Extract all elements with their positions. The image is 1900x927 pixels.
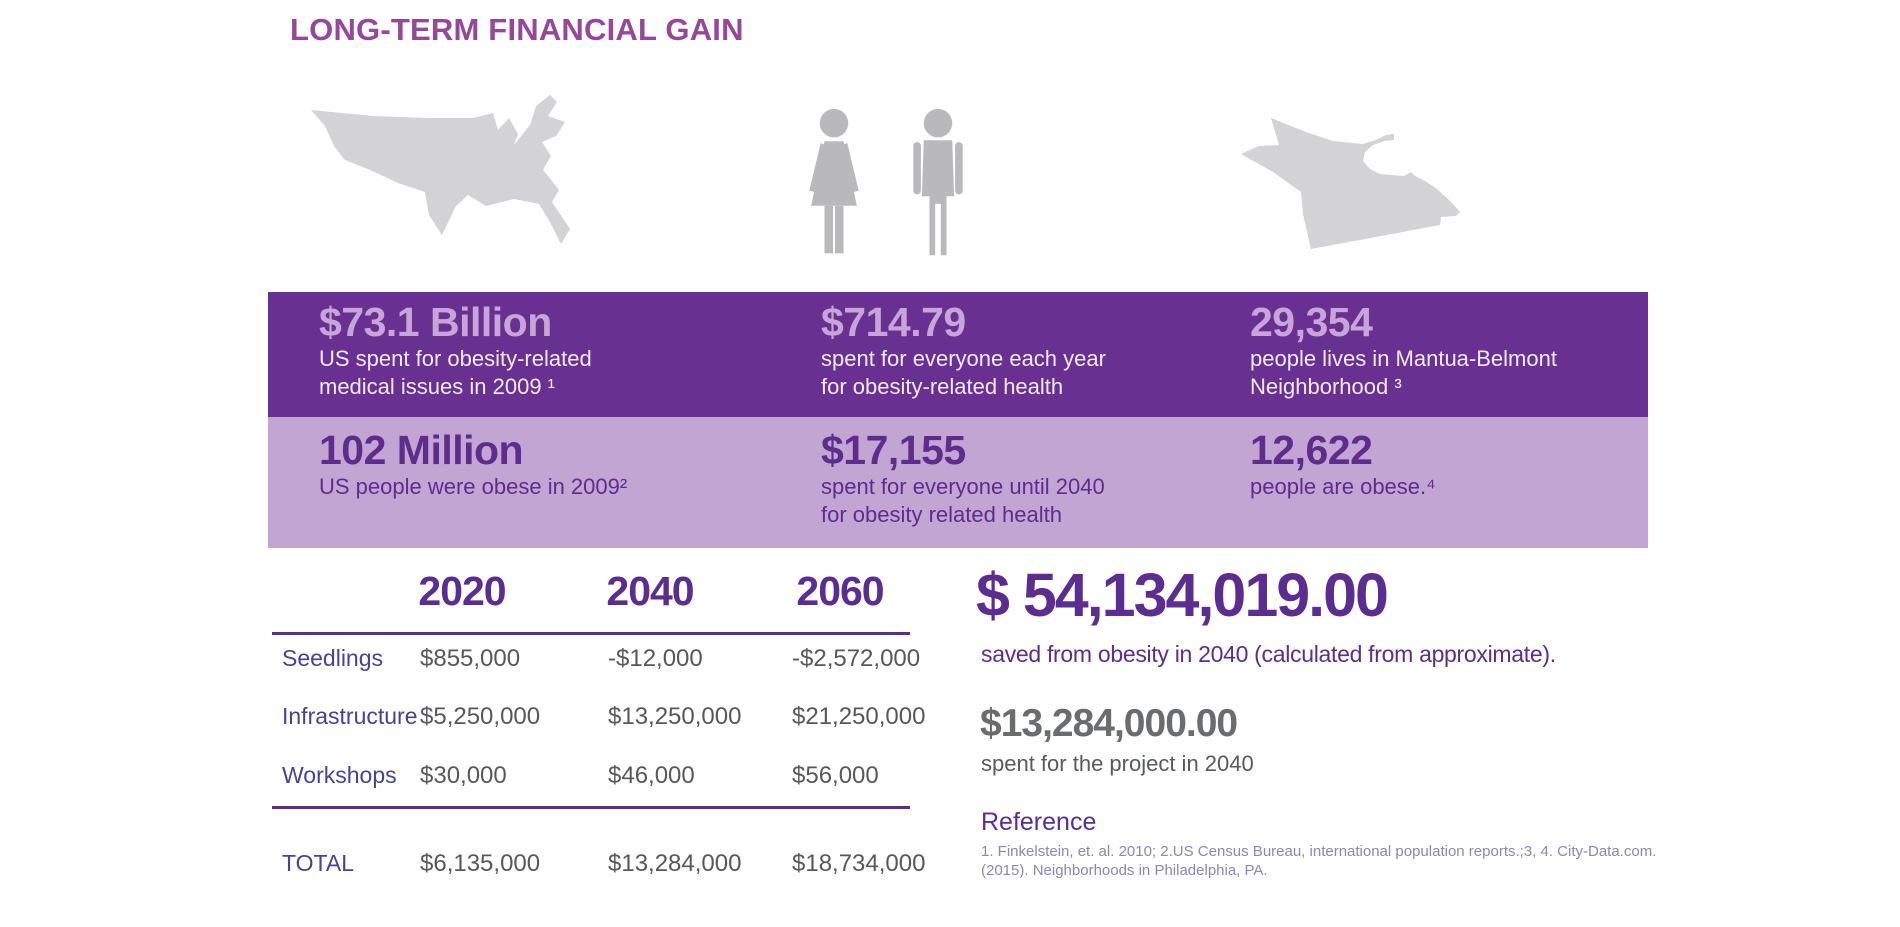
stat-value: $73.1 Billion xyxy=(319,299,552,345)
stat-value: 29,354 xyxy=(1250,299,1373,345)
stat-caption-line: Neighborhood ³ xyxy=(1250,374,1402,399)
table-row-seedlings: Seedlings $855,000 -$12,000 -$2,572,000 xyxy=(0,645,960,675)
saved-caption: saved from obesity in 2040 (calculated f… xyxy=(981,641,1556,667)
stat-value: $17,155 xyxy=(821,427,966,473)
man-icon xyxy=(913,108,963,256)
stats-band-dark: $73.1 Billion US spent for obesity-relat… xyxy=(268,292,1648,417)
stat-caption-line: people lives in Mantua-Belmont xyxy=(1250,346,1557,371)
stat-us-obese: 102 Million US people were obese in 2009… xyxy=(319,417,627,548)
stat-caption-line: for obesity related health xyxy=(821,502,1062,527)
stat-neighborhood-population: 29,354 people lives in Mantua-Belmont Ne… xyxy=(1250,292,1557,417)
row-label: Seedlings xyxy=(282,645,384,671)
people-icons xyxy=(796,104,980,262)
cell-2060: -$2,572,000 xyxy=(792,645,921,672)
stat-per-person-2040: $17,155 spent for everyone until 2040 fo… xyxy=(821,417,1105,548)
saved-amount: $ 54,134,019.00 xyxy=(976,561,1389,629)
stat-us-spending: $73.1 Billion US spent for obesity-relat… xyxy=(319,292,592,417)
stat-neighborhood-obese: 12,622 people are obese.⁴ xyxy=(1250,417,1436,548)
stat-caption-line: for obesity-related health xyxy=(821,374,1064,399)
reference-line: (2015). Neighborhoods in Philadelphia, P… xyxy=(981,862,1268,879)
row-label: TOTAL xyxy=(282,850,354,876)
spent-caption: spent for the project in 2040 xyxy=(981,751,1254,776)
spent-amount: $13,284,000.00 xyxy=(980,702,1238,745)
stat-caption-line: medical issues in 2009 ¹ xyxy=(319,374,556,399)
neighborhood-map-icon xyxy=(1241,118,1460,249)
us-map-icon xyxy=(311,95,570,244)
stat-value: 12,622 xyxy=(1250,427,1373,473)
table-rule-bottom xyxy=(272,806,910,809)
table-row-workshops: Workshops $30,000 $46,000 $56,000 xyxy=(0,762,960,792)
year-header-2060: 2060 xyxy=(796,568,884,614)
stat-caption-line: US spent for obesity-related xyxy=(319,346,592,371)
year-header-2040: 2040 xyxy=(606,568,694,614)
cell-2040: $13,284,000 xyxy=(608,850,742,877)
stat-caption-line: people are obese.⁴ xyxy=(1250,474,1436,499)
page-title: LONG-TERM FINANCIAL GAIN xyxy=(290,12,744,47)
cell-2060: $18,734,000 xyxy=(792,850,926,877)
cell-2020: $5,250,000 xyxy=(420,703,541,730)
cell-2060: $56,000 xyxy=(792,762,879,789)
stat-caption-line: US people were obese in 2009² xyxy=(319,474,628,499)
cell-2040: $13,250,000 xyxy=(608,703,742,730)
stat-caption-line: spent for everyone each year xyxy=(821,346,1106,371)
stat-per-person-yearly: $714.79 spent for everyone each year for… xyxy=(821,292,1106,417)
table-rule-top xyxy=(272,632,910,635)
stats-band-light: 102 Million US people were obese in 2009… xyxy=(268,417,1648,548)
reference-title: Reference xyxy=(981,808,1097,836)
cell-2020: $6,135,000 xyxy=(420,850,541,877)
reference-line: 1. Finkelstein, et. al. 2010; 2.US Censu… xyxy=(981,843,1657,860)
cell-2020: $30,000 xyxy=(420,762,507,789)
row-label: Workshops xyxy=(282,762,397,788)
row-label: Infrastructure xyxy=(282,703,418,729)
stat-value: 102 Million xyxy=(319,427,524,473)
cell-2060: $21,250,000 xyxy=(792,703,926,730)
stat-caption-line: spent for everyone until 2040 xyxy=(821,474,1105,499)
cell-2040: $46,000 xyxy=(608,762,695,789)
cell-2020: $855,000 xyxy=(420,645,521,672)
cell-2040: -$12,000 xyxy=(608,645,703,672)
table-row-total: TOTAL $6,135,000 $13,284,000 $18,734,000 xyxy=(0,850,960,880)
year-header-2020: 2020 xyxy=(418,568,506,614)
table-row-infrastructure: Infrastructure $5,250,000 $13,250,000 $2… xyxy=(0,703,960,733)
stat-value: $714.79 xyxy=(821,299,966,345)
woman-icon xyxy=(809,108,859,254)
